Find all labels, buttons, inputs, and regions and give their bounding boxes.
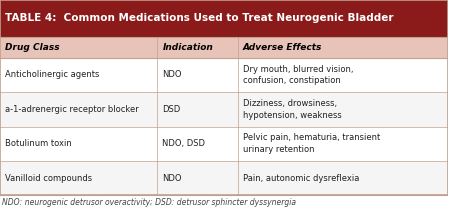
Text: Vanilloid compounds: Vanilloid compounds [5, 174, 92, 183]
Text: Dizziness, drowsiness,
hypotension, weakness: Dizziness, drowsiness, hypotension, weak… [243, 99, 342, 120]
Text: DSD: DSD [162, 105, 181, 114]
Text: a-1-adrenergic receptor blocker: a-1-adrenergic receptor blocker [5, 105, 139, 114]
FancyBboxPatch shape [0, 0, 448, 37]
Text: Pelvic pain, hematuria, transient
urinary retention: Pelvic pain, hematuria, transient urinar… [243, 133, 380, 154]
FancyBboxPatch shape [0, 58, 448, 92]
Text: Drug Class: Drug Class [5, 43, 60, 52]
Text: Adverse Effects: Adverse Effects [243, 43, 322, 52]
FancyBboxPatch shape [0, 92, 448, 126]
Text: TABLE 4:  Common Medications Used to Treat Neurogenic Bladder: TABLE 4: Common Medications Used to Trea… [5, 13, 394, 23]
Text: Dry mouth, blurred vision,
confusion, constipation: Dry mouth, blurred vision, confusion, co… [243, 64, 354, 85]
Text: NDO: NDO [162, 70, 182, 79]
Text: Indication: Indication [162, 43, 213, 52]
Text: Anticholinergic agents: Anticholinergic agents [5, 70, 100, 79]
FancyBboxPatch shape [0, 126, 448, 161]
Text: NDO: NDO [162, 174, 182, 183]
Text: NDO: neurogenic detrusor overactivity; DSD: detrusor sphincter dyssynergia: NDO: neurogenic detrusor overactivity; D… [2, 198, 296, 207]
Text: NDO, DSD: NDO, DSD [162, 139, 205, 148]
FancyBboxPatch shape [0, 161, 448, 195]
Text: Pain, autonomic dysreflexia: Pain, autonomic dysreflexia [243, 174, 359, 183]
FancyBboxPatch shape [0, 37, 448, 58]
Text: Botulinum toxin: Botulinum toxin [5, 139, 72, 148]
